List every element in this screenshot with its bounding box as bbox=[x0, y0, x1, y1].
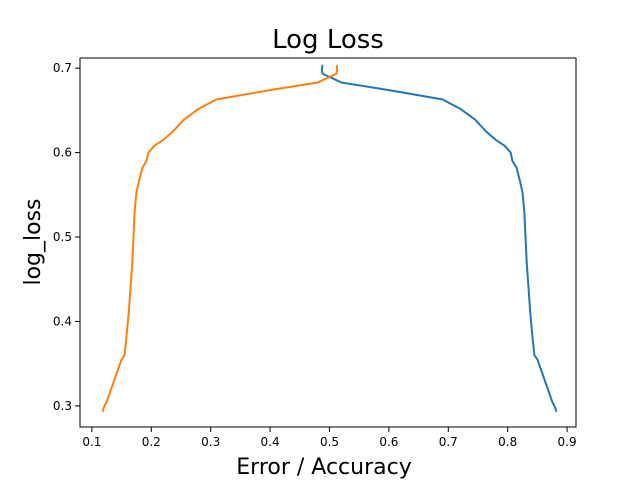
y-tick-label: 0.5 bbox=[53, 230, 72, 244]
chart-title: Log Loss bbox=[272, 25, 384, 55]
series-layer bbox=[101, 64, 558, 413]
x-tick-label: 0.2 bbox=[142, 435, 161, 449]
y-tick-label: 0.6 bbox=[53, 146, 72, 160]
x-tick-label: 0.9 bbox=[558, 435, 577, 449]
tick-layer: 0.1 0.2 0.3 0.4 0.5 0.6 0.7 0.8 0.9 0.3 0.4 0.5 0.6 0… bbox=[53, 61, 577, 449]
y-tick-label: 0.4 bbox=[53, 314, 72, 328]
y-tick-label: 0.3 bbox=[53, 399, 72, 413]
x-tick-label: 0.7 bbox=[439, 435, 458, 449]
x-tick-label: 0.5 bbox=[320, 435, 339, 449]
y-tick-label: 0.7 bbox=[53, 61, 72, 75]
x-tick-label: 0.4 bbox=[261, 435, 280, 449]
x-tick-label: 0.3 bbox=[201, 435, 220, 449]
series-line-1 bbox=[320, 64, 558, 413]
x-tick-label: 0.8 bbox=[498, 435, 517, 449]
y-axis-label: log_loss bbox=[21, 198, 46, 285]
series-line-2 bbox=[101, 64, 339, 413]
x-tick-label: 0.1 bbox=[82, 435, 101, 449]
x-axis-label: Error / Accuracy bbox=[236, 455, 411, 480]
x-tick-label: 0.6 bbox=[379, 435, 398, 449]
plot-frame bbox=[79, 57, 577, 428]
